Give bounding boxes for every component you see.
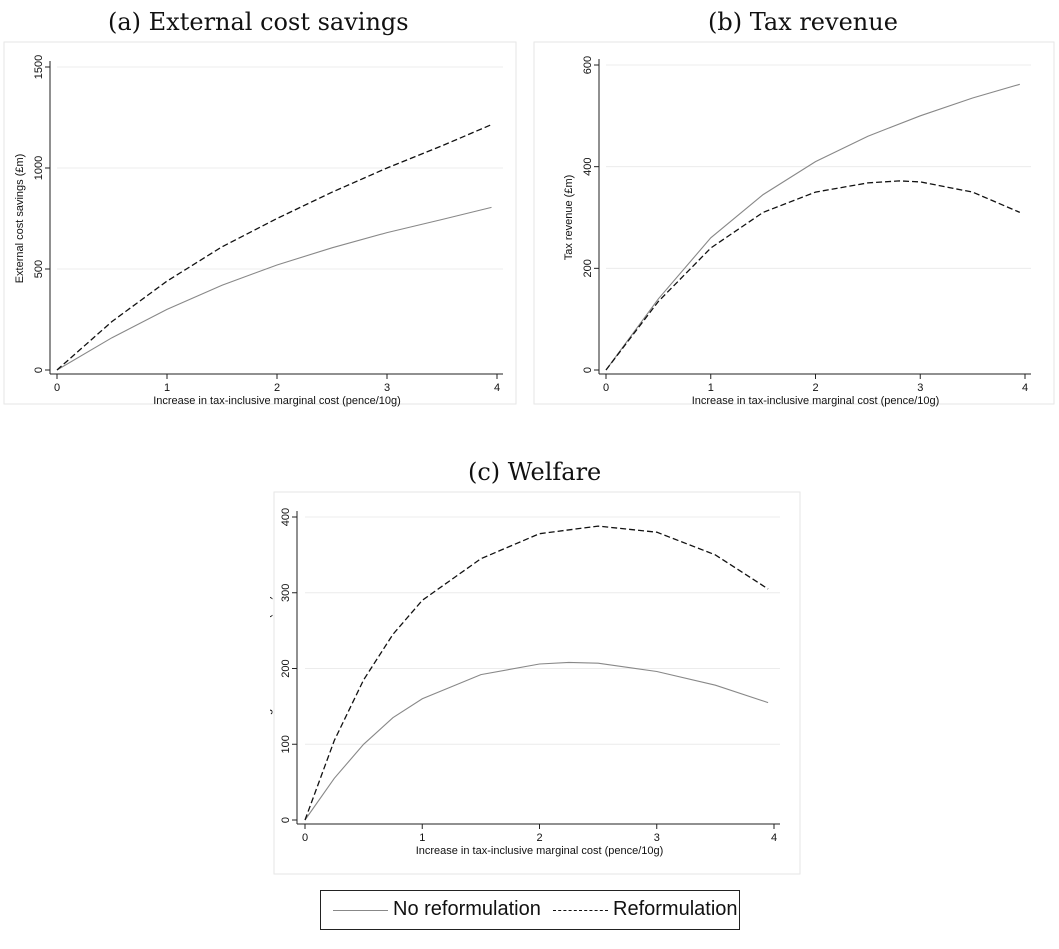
y-tick-label: 400 xyxy=(280,508,292,526)
y-tick-label: 1000 xyxy=(33,156,45,180)
x-tick-label: 0 xyxy=(54,382,60,394)
x-tick-label: 1 xyxy=(164,382,170,394)
legend-dashed-swatch xyxy=(553,910,608,911)
x-tick-label: 4 xyxy=(1022,382,1028,394)
y-tick-label: 500 xyxy=(33,260,45,278)
legend-label-no-reformulation: No reformulation xyxy=(393,898,541,920)
y-tick-label: 0 xyxy=(280,817,292,823)
series-line-reformulation xyxy=(304,525,769,821)
x-tick-label: 4 xyxy=(771,832,777,844)
chart-a: 0 500 1000 1500 0 1 2 3 4 Increase in tax-inclusi… xyxy=(3,41,517,407)
x-tick-label: 1 xyxy=(419,832,425,844)
chart-b: 0 200 400 600 0 1 2 3 4 Increase in tax-inclusive… xyxy=(533,41,1055,407)
panel-c-title: (c) Welfare xyxy=(468,458,602,486)
x-axis-label: Increase in tax-inclusive marginal cost … xyxy=(692,395,940,407)
series-line-reformulation xyxy=(605,180,1021,371)
legend-solid-swatch xyxy=(333,910,388,911)
y-axis-label: External cost savings (£m) xyxy=(14,154,26,284)
x-axis-label: Increase in tax-inclusive marginal cost … xyxy=(416,845,664,857)
plot-frame xyxy=(3,41,517,405)
y-tick-label: 100 xyxy=(280,735,292,753)
y-tick-label: 200 xyxy=(280,659,292,677)
panel-a-title: (a) External cost savings xyxy=(108,8,409,36)
plot-frame xyxy=(533,41,1055,405)
x-tick-label: 3 xyxy=(917,382,923,394)
y-tick-label: 1500 xyxy=(33,55,45,79)
x-tick-label: 0 xyxy=(603,382,609,394)
y-axis-label: Tax revenue (£m) xyxy=(563,175,575,261)
y-tick-label: 400 xyxy=(582,157,594,175)
y-tick-label: 300 xyxy=(280,584,292,602)
chart-c: 0 100 200 300 400 0 1 2 3 4 Increase in tax-inclus… xyxy=(270,491,801,875)
x-tick-label: 3 xyxy=(654,832,660,844)
x-tick-label: 2 xyxy=(274,382,280,394)
x-tick-label: 1 xyxy=(708,382,714,394)
series-line-no-reformulation xyxy=(304,661,769,821)
x-tick-label: 0 xyxy=(302,832,308,844)
y-tick-label: 200 xyxy=(582,259,594,277)
series-line-reformulation xyxy=(56,124,492,371)
panel-b-title: (b) Tax revenue xyxy=(708,8,898,36)
y-tick-label: 0 xyxy=(582,367,594,373)
y-axis-label: Change in social welfare (£m) xyxy=(270,596,273,742)
x-tick-label: 3 xyxy=(384,382,390,394)
legend: No reformulation Reformulation xyxy=(320,890,740,930)
x-tick-label: 4 xyxy=(494,382,500,394)
plot-frame xyxy=(273,491,801,875)
y-tick-label: 600 xyxy=(582,56,594,74)
legend-label-reformulation: Reformulation xyxy=(613,898,738,920)
x-axis-label: Increase in tax-inclusive marginal cost … xyxy=(153,395,401,407)
series-line-no-reformulation xyxy=(56,206,492,371)
x-tick-label: 2 xyxy=(812,382,818,394)
series-line-no-reformulation xyxy=(605,83,1020,371)
x-tick-label: 2 xyxy=(536,832,542,844)
y-tick-label: 0 xyxy=(33,367,45,373)
